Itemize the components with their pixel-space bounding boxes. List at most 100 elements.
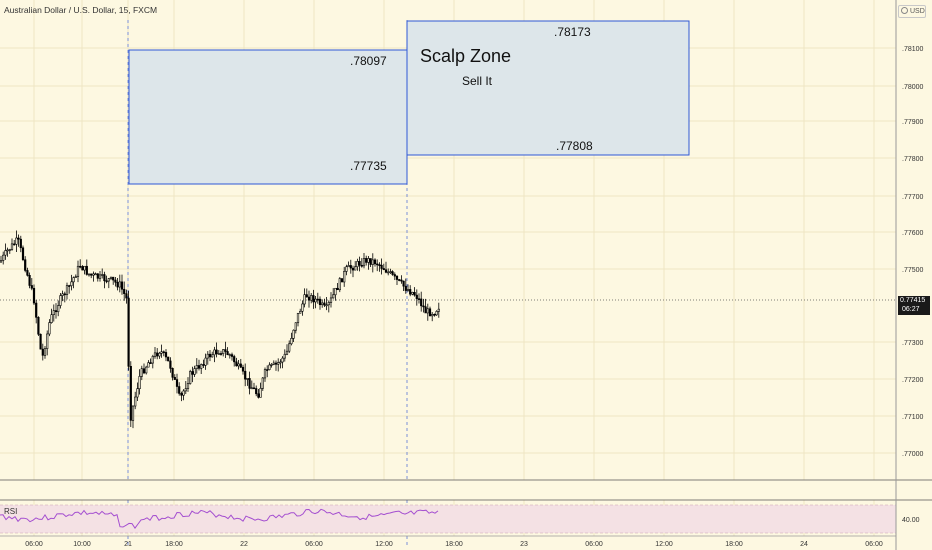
zone-box-2[interactable] — [406, 20, 690, 156]
candle-body — [160, 351, 163, 354]
candle-body — [318, 298, 322, 306]
candle-body — [228, 354, 231, 356]
candle-body — [365, 258, 368, 263]
candle-body — [43, 348, 47, 356]
candle-body — [329, 297, 333, 303]
candle-body — [435, 311, 438, 316]
candle-body — [301, 303, 304, 312]
candle-body — [217, 353, 220, 355]
candle-body — [87, 273, 91, 276]
candle-body — [378, 264, 381, 266]
candle-body — [138, 376, 141, 390]
candle-body — [334, 287, 337, 296]
candle-body — [402, 280, 405, 287]
candle-body — [263, 369, 267, 379]
candle-body — [4, 250, 7, 256]
candle-body — [417, 298, 421, 300]
candle-body — [197, 365, 201, 369]
currency-badge[interactable]: USD — [898, 5, 926, 18]
time-tick-label: 24 — [800, 541, 808, 548]
candle-body — [85, 265, 88, 275]
candle-body — [173, 377, 176, 380]
candle-body — [303, 294, 306, 305]
candle-body — [219, 353, 223, 355]
candle-body — [431, 313, 434, 317]
candle-body — [131, 405, 135, 421]
candle-body — [94, 273, 97, 276]
candle-body — [46, 333, 49, 349]
candle-body — [299, 310, 302, 314]
candle-body — [189, 371, 192, 384]
candle-body — [184, 388, 187, 392]
rsi-level-label: 40.00 — [902, 517, 920, 524]
candle-body — [292, 329, 295, 339]
candle-body — [268, 364, 271, 370]
candle-body — [213, 349, 216, 356]
candle-body — [57, 305, 60, 313]
candle-body — [186, 383, 190, 389]
candle-body — [230, 354, 234, 357]
candle-body — [428, 308, 432, 317]
candle-body — [24, 259, 27, 271]
candle-body — [35, 302, 38, 318]
candle-body — [345, 266, 348, 272]
price-tick-label: .77000 — [902, 451, 924, 458]
candle-body — [241, 366, 245, 372]
candle-body — [248, 378, 251, 389]
candle-body — [153, 352, 157, 357]
candle-body — [393, 274, 396, 277]
candle-body — [37, 317, 40, 335]
candle-body — [259, 388, 262, 398]
candle-body — [125, 293, 128, 299]
candle-body — [191, 371, 194, 375]
price-tick-label: .77800 — [902, 156, 924, 163]
candle-body — [52, 310, 55, 315]
candle-body — [151, 356, 154, 364]
zone-box-1[interactable] — [128, 49, 408, 185]
candle-body — [32, 287, 36, 304]
candle-body — [39, 333, 42, 350]
candle-body — [142, 368, 146, 374]
candle-body — [6, 249, 9, 252]
time-tick-label: 06:00 — [25, 541, 43, 548]
candle-body — [134, 396, 137, 407]
candle-body — [323, 302, 326, 306]
candle-body — [288, 343, 291, 352]
candle-body — [182, 390, 185, 396]
candle-body — [96, 273, 99, 279]
candle-body — [140, 368, 143, 377]
candle-body — [347, 265, 350, 268]
rsi-band — [0, 505, 896, 533]
zone2-bottom-label: .77808 — [556, 139, 593, 153]
candle-body — [26, 270, 29, 276]
candle-body — [380, 264, 383, 269]
candle-body — [54, 310, 58, 313]
candle-body — [325, 304, 328, 307]
candle-body — [237, 363, 240, 367]
time-tick-label: 10:00 — [73, 541, 91, 548]
chart-title: Australian Dollar / U.S. Dollar, 15, FXC… — [4, 5, 158, 15]
time-scale-ticks[interactable]: 06:00 10:00 21 18:00 22 06:00 12:00 18:00 23 06:0… — [25, 541, 883, 548]
price-tick-label: .77900 — [902, 119, 924, 126]
candle-body — [413, 292, 416, 296]
price-scale-ticks[interactable]: .78100 .78000 .77900 .77800 .77700 .77600 .775… — [902, 46, 924, 458]
candle-body — [180, 393, 183, 396]
candle-body — [28, 274, 31, 286]
candle-body — [2, 254, 5, 261]
candle-body — [76, 265, 80, 277]
candle-body — [81, 266, 84, 271]
time-tick-label: 21 — [124, 541, 132, 548]
candle-body — [356, 261, 359, 268]
candle-body — [202, 364, 205, 366]
candle-body — [270, 364, 273, 366]
candle-body — [83, 265, 86, 271]
price-tick-label: .77500 — [902, 267, 924, 274]
candle-body — [411, 292, 414, 295]
price-tick-label: .78000 — [902, 84, 924, 91]
candle-body — [222, 349, 225, 354]
candle-body — [398, 279, 401, 281]
candle-body — [246, 378, 249, 380]
candle-body — [129, 365, 132, 421]
candle-body — [74, 276, 77, 278]
